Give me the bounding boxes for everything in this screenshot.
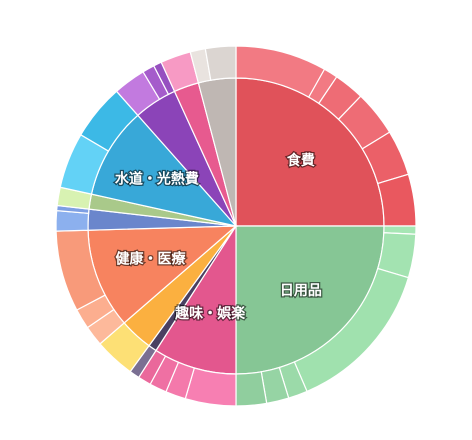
category-label-8: 水道・光熱費 [115,171,199,188]
inner-ring [87,77,385,375]
category-label-1: 日用品 [280,283,322,299]
category-label-5: 健康・医療 [115,250,186,267]
outer-slice-1-5[interactable] [235,371,268,407]
category-label-2: 趣味・娯楽 [174,305,246,322]
outer-slice-0-5[interactable] [377,173,417,227]
outer-slice-11-1[interactable] [204,45,237,81]
outer-slice-6-0[interactable] [55,209,90,232]
outer-ring [55,45,417,407]
category-label-0: 食費 [287,152,315,169]
